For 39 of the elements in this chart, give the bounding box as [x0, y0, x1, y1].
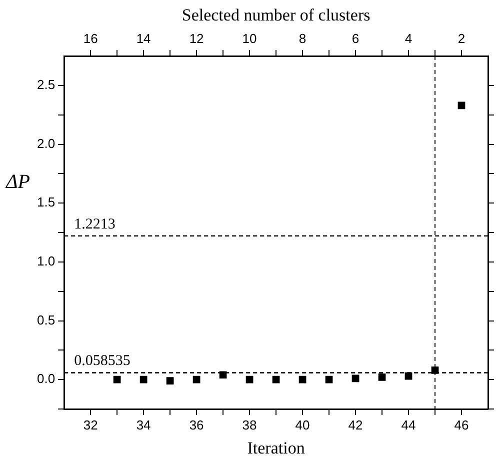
x-tick-label: 32	[83, 417, 98, 432]
point	[272, 376, 280, 384]
point	[378, 374, 386, 381]
point	[352, 374, 360, 382]
point	[166, 377, 174, 384]
y-tick-label: 0.5	[36, 312, 56, 328]
point	[140, 376, 148, 384]
x-tick-label: 40	[295, 417, 310, 432]
x-tick-label: 46	[454, 417, 469, 432]
x2-tick-label: 10	[242, 30, 257, 46]
x-tick-label: 34	[136, 417, 151, 432]
x2-tick-label: 2	[458, 30, 466, 46]
point	[192, 376, 200, 384]
ref-line-label: 0.058535	[74, 353, 130, 370]
x-axis-title: Iteration	[247, 438, 306, 458]
x-tick-label: 44	[401, 417, 416, 432]
x2-tick-label: 6	[352, 30, 360, 46]
point	[458, 102, 466, 110]
y-tick-label: 1.5	[36, 194, 56, 210]
y-tick-label: 2.0	[36, 136, 56, 151]
point	[219, 371, 227, 379]
y-tick-label: 2.5	[36, 76, 56, 92]
x2-axis-title: Selected number of clusters	[182, 6, 370, 25]
x-tick-label: 42	[348, 417, 363, 432]
x2-tick-label: 14	[136, 30, 151, 46]
point	[325, 376, 333, 384]
x-tick-label: 36	[189, 417, 204, 432]
point	[246, 376, 254, 384]
y-tick-label: 1.0	[36, 253, 56, 268]
y-axis-title: ΔP	[5, 170, 30, 193]
x-tick-label: 38	[242, 417, 257, 432]
x2-tick-label: 16	[83, 30, 98, 46]
ref-line-label: 1.2213	[74, 216, 116, 232]
x2-tick-label: 12	[189, 30, 204, 46]
y-tick-label: 0.0	[36, 371, 56, 386]
point	[113, 376, 121, 384]
point	[298, 376, 306, 384]
x2-tick-label: 4	[404, 30, 412, 46]
x2-tick-label: 8	[298, 30, 306, 46]
